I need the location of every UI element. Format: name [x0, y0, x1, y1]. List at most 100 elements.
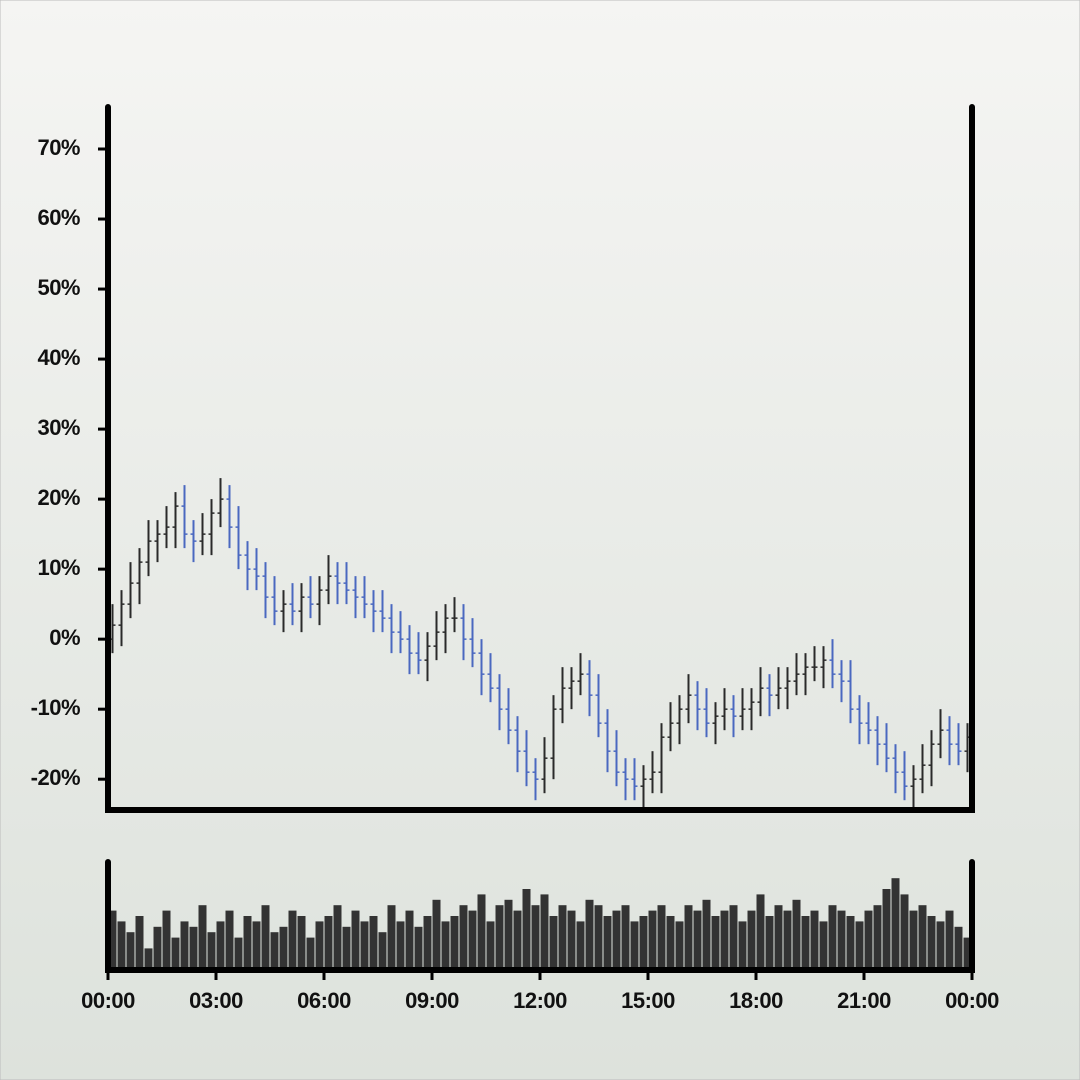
x-tick-label: 03:00 — [189, 988, 243, 1013]
volume-bar — [558, 905, 567, 970]
volume-bar — [432, 899, 441, 970]
volume-bar — [171, 937, 180, 970]
x-tick-label: 21:00 — [837, 988, 891, 1013]
volume-bar — [288, 910, 297, 970]
volume-bar — [234, 937, 243, 970]
volume-bar — [153, 926, 162, 970]
volume-bar — [504, 899, 513, 970]
volume-bar — [693, 910, 702, 970]
volume-bar — [765, 916, 774, 970]
volume-bar — [477, 894, 486, 970]
y-tick-label: 70% — [37, 135, 80, 160]
y-tick-label: 10% — [37, 555, 80, 580]
y-tick-label: 0% — [49, 625, 80, 650]
x-tick-label: 15:00 — [621, 988, 675, 1013]
volume-bar — [774, 905, 783, 970]
volume-bar — [738, 921, 747, 970]
volume-bar — [810, 910, 819, 970]
volume-bar — [144, 948, 153, 970]
volume-bar — [639, 916, 648, 970]
volume-bar — [684, 905, 693, 970]
volume-plot — [108, 878, 972, 970]
volume-bar — [198, 905, 207, 970]
volume-bar — [864, 910, 873, 970]
volume-bar — [108, 910, 117, 970]
volume-bar — [900, 894, 909, 970]
volume-bar — [882, 889, 891, 970]
volume-bar — [675, 921, 684, 970]
volume-bar — [612, 910, 621, 970]
volume-bar — [297, 916, 306, 970]
volume-bar — [648, 910, 657, 970]
y-tick-label: -20% — [31, 765, 80, 790]
volume-bar — [450, 916, 459, 970]
volume-bar — [819, 921, 828, 970]
volume-bar — [666, 916, 675, 970]
x-tick-label: 18:00 — [729, 988, 783, 1013]
volume-bar — [909, 910, 918, 970]
volume-bar — [963, 937, 972, 970]
volume-bar — [927, 916, 936, 970]
x-tick-label: 12:00 — [513, 988, 567, 1013]
volume-bar — [189, 926, 198, 970]
x-tick-label: 00:00 — [945, 988, 999, 1013]
volume-bar — [828, 905, 837, 970]
volume-bar — [243, 916, 252, 970]
volume-bar — [540, 894, 549, 970]
volume-bar — [846, 916, 855, 970]
volume-bar — [225, 910, 234, 970]
volume-bar — [126, 932, 135, 970]
volume-bar — [918, 905, 927, 970]
volume-bar — [711, 916, 720, 970]
volume-bar — [423, 916, 432, 970]
x-tick-label: 06:00 — [297, 988, 351, 1013]
volume-bar — [117, 921, 126, 970]
volume-bar — [180, 921, 189, 970]
volume-bar — [216, 921, 225, 970]
volume-bar — [459, 905, 468, 970]
volume-bar — [945, 910, 954, 970]
y-tick-label: 30% — [37, 415, 80, 440]
volume-bar — [621, 905, 630, 970]
x-tick-label: 00:00 — [81, 988, 135, 1013]
y-tick-label: 50% — [37, 275, 80, 300]
volume-bar — [576, 921, 585, 970]
volume-bar — [720, 910, 729, 970]
volume-bar — [855, 921, 864, 970]
volume-bar — [396, 921, 405, 970]
volume-bar — [729, 905, 738, 970]
y-tick-label: 20% — [37, 485, 80, 510]
volume-bar — [252, 921, 261, 970]
volume-bar — [783, 910, 792, 970]
volume-bar — [792, 899, 801, 970]
volume-bar — [513, 910, 522, 970]
volume-bar — [603, 916, 612, 970]
volume-bar — [135, 916, 144, 970]
volume-bar — [747, 910, 756, 970]
volume-bar — [837, 910, 846, 970]
volume-bar — [333, 905, 342, 970]
volume-bar — [630, 921, 639, 970]
volume-bar — [306, 937, 315, 970]
volume-bar — [369, 916, 378, 970]
y-tick-label: 40% — [37, 345, 80, 370]
volume-bar — [279, 926, 288, 970]
volume-bar — [801, 916, 810, 970]
volume-bar — [414, 926, 423, 970]
volume-bar — [315, 921, 324, 970]
volume-bar — [387, 905, 396, 970]
volume-bar — [873, 905, 882, 970]
volume-bar — [522, 889, 531, 970]
price-frame — [105, 104, 975, 813]
volume-bar — [468, 910, 477, 970]
volume-bar — [342, 926, 351, 970]
volume-bar — [657, 905, 666, 970]
volume-bar — [162, 910, 171, 970]
volume-bar — [360, 921, 369, 970]
volume-bar — [936, 921, 945, 970]
volume-bar — [261, 905, 270, 970]
volume-bar — [486, 921, 495, 970]
volume-bar — [567, 910, 576, 970]
volume-bar — [405, 910, 414, 970]
